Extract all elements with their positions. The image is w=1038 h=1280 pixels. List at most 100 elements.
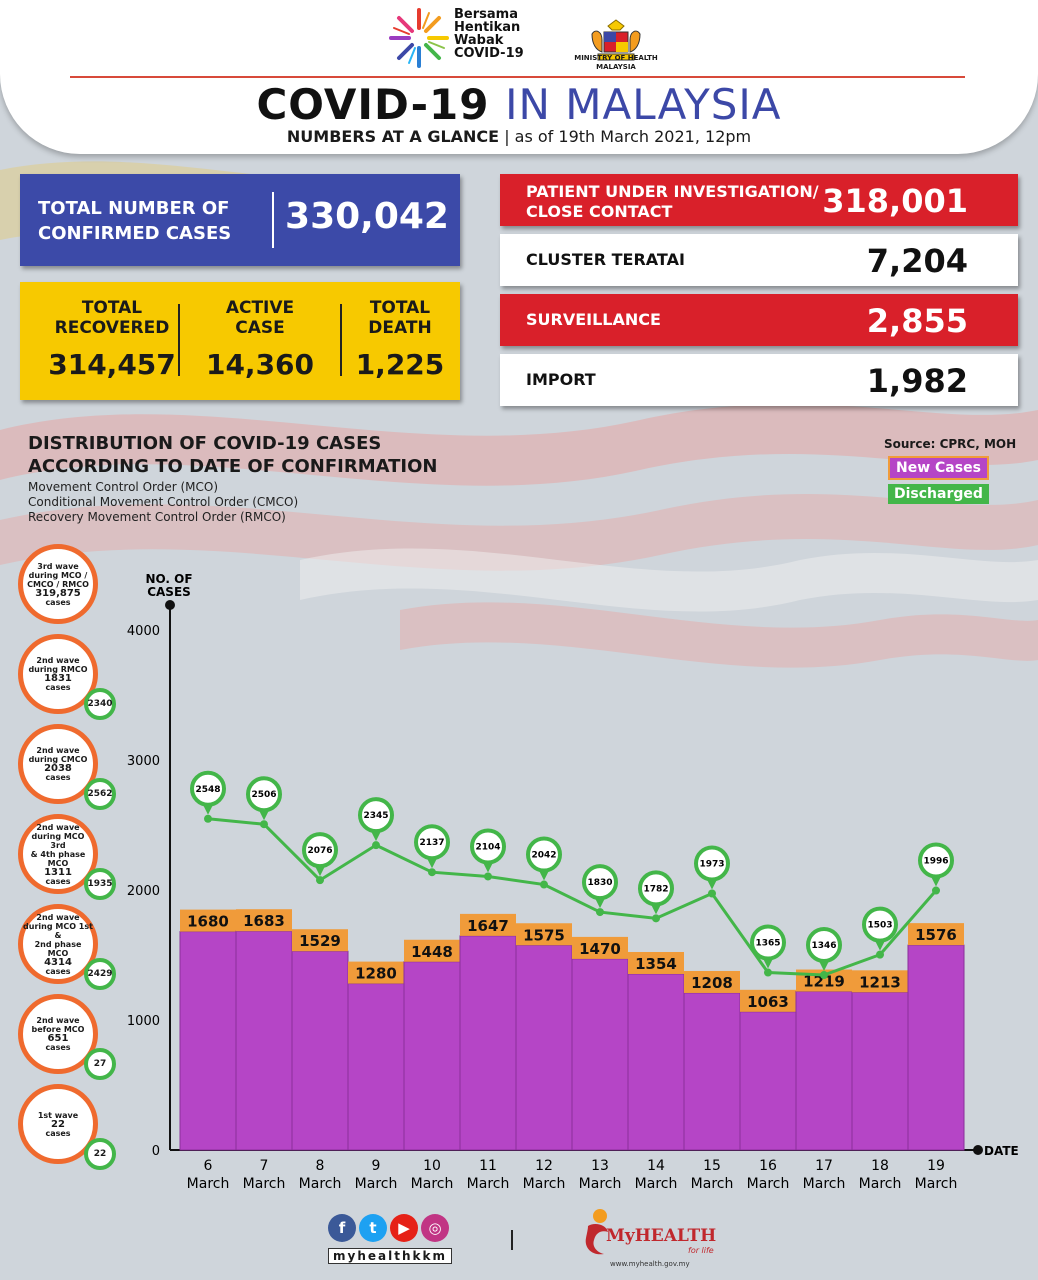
chart-title-line-2: ACCORDING TO DATE OF CONFIRMATION [28,456,438,477]
bar-label-bg [572,936,628,959]
y-tick-label: 4000 [127,624,160,639]
x-tick-day: 14 [647,1158,665,1174]
discharged-marker [246,776,282,813]
discharged-point [428,868,436,877]
bar-value-label: 1683 [243,912,285,930]
bar-label-bg [852,970,908,993]
myhealth-url: www.myhealth.gov.my [610,1260,690,1268]
wave-label-line: 2nd wave [36,746,80,755]
x-axis-cap [973,1145,983,1155]
discharged-value-label: 1973 [699,860,724,870]
bar [459,935,517,1151]
wave-case-unit: cases [45,683,71,692]
active-label: ACTIVE CASE [196,298,324,338]
y-tick-label: 0 [152,1144,160,1159]
discharged-marker [582,864,618,901]
discharged-value-label: 1830 [587,878,612,888]
legend-new-cases: New Cases [888,456,989,480]
bar [571,958,629,1151]
discharged-point [876,950,884,959]
wave-case-unit: cases [45,773,71,782]
discharged-line [207,817,938,977]
discharged-value-label: 2345 [363,811,388,821]
x-axis-label: DATE [984,1144,1019,1158]
x-tick-month: March [299,1176,342,1192]
bar-value-label: 1529 [299,932,341,950]
y-tick-label: 1000 [127,1014,160,1029]
facebook-icon[interactable]: f [328,1214,356,1242]
twitter-icon[interactable]: t [359,1214,387,1242]
bar-value-label: 1575 [523,926,565,944]
wave-case-unit: cases [45,597,71,607]
bar-label-bg [404,939,460,962]
bar [179,931,237,1151]
wave-text: 3rd wave during MCO / CMCO / RMCO 319,875 ca… [23,549,93,619]
note-rmco: Recovery Movement Control Order (RMCO) [28,510,286,524]
wave-case-count: 1831 [44,673,72,684]
bar-label-bg [908,923,964,946]
logo-line-2: Hentikan [454,20,521,35]
y-tick-label: 2000 [127,884,160,899]
y-tick-label: 3000 [127,754,160,769]
category-pui-value: 318,001 [822,182,968,220]
x-tick-day: 10 [423,1158,441,1174]
discharged-value-label: 2548 [195,785,220,795]
x-tick-day: 19 [927,1158,945,1174]
x-tick-month: March [523,1176,566,1192]
bar-value-label: 1280 [355,965,397,983]
discharged-marker [190,770,226,807]
bar-value-label: 1354 [635,955,677,973]
bar [235,930,293,1151]
wave-discharged-badge: 2562 [84,778,116,810]
bar-value-label: 1219 [803,973,845,991]
bar-label-bg [292,929,348,952]
confirmed-label-line-1: TOTAL NUMBER OF [38,198,230,219]
wave-case-unit: cases [45,876,71,886]
wave-label-line: 2nd phase MCO [34,939,82,958]
discharged-value-label: 2042 [531,851,556,861]
subtitle-bold: NUMBERS AT A GLANCE [286,127,500,146]
recovered-stat: TOTAL RECOVERED 314,457 [34,298,190,381]
wave-label-line: before MCO [31,1025,85,1034]
x-tick-day: 18 [871,1158,889,1174]
chart-title-line-1: DISTRIBUTION OF COVID-19 CASES [28,433,382,454]
x-tick-day: 13 [591,1158,609,1174]
wave-circle: 3rd wave during MCO / CMCO / RMCO 319,875 ca… [18,544,98,624]
wave-discharged-badge: 22 [84,1138,116,1170]
instagram-icon[interactable]: ◎ [421,1214,449,1242]
x-tick-month: March [747,1176,790,1192]
discharged-value-label: 1782 [643,884,668,894]
recovered-label-line-1: TOTAL [81,298,143,318]
wave-label-line: during RMCO [28,665,88,674]
death-value: 1,225 [355,348,445,381]
discharged-point [540,880,548,889]
discharged-value-label: 1503 [867,921,892,931]
bar-label-bg [460,913,516,936]
x-tick-month: March [691,1176,734,1192]
social-handle: myhealthkkm [328,1248,452,1264]
x-tick-month: March [635,1176,678,1192]
discharged-point [652,914,660,923]
death-stat: TOTAL DEATH 1,225 [348,298,452,381]
x-tick-day: 16 [759,1158,777,1174]
ministry-line-2: MALAYSIA [596,63,636,71]
y-axis-cap [165,600,175,610]
confirmed-label: TOTAL NUMBER OF CONFIRMED CASES [38,196,231,246]
category-import: IMPORT 1,982 [500,354,1018,406]
recovered-label-line-2: RECOVERED [54,318,170,338]
discharged-point [204,814,212,823]
social-icons: f t ▶ ◎ [328,1214,456,1242]
wave-case-count: 651 [47,1033,69,1044]
recovered-value: 314,457 [48,348,176,381]
footer-separator [511,1230,513,1250]
x-tick-day: 7 [260,1158,269,1174]
x-tick-month: March [243,1176,286,1192]
coat-of-arms-icon [591,19,641,61]
discharged-value-label: 2104 [475,842,500,852]
mco-notes: Movement Control Order (MCO) Conditional… [28,480,298,525]
active-stat: ACTIVE CASE 14,360 [196,298,324,381]
youtube-icon[interactable]: ▶ [390,1214,418,1242]
bar-label-bg [628,951,684,974]
confirmed-cases-box: TOTAL NUMBER OF CONFIRMED CASES 330,042 [20,174,460,266]
